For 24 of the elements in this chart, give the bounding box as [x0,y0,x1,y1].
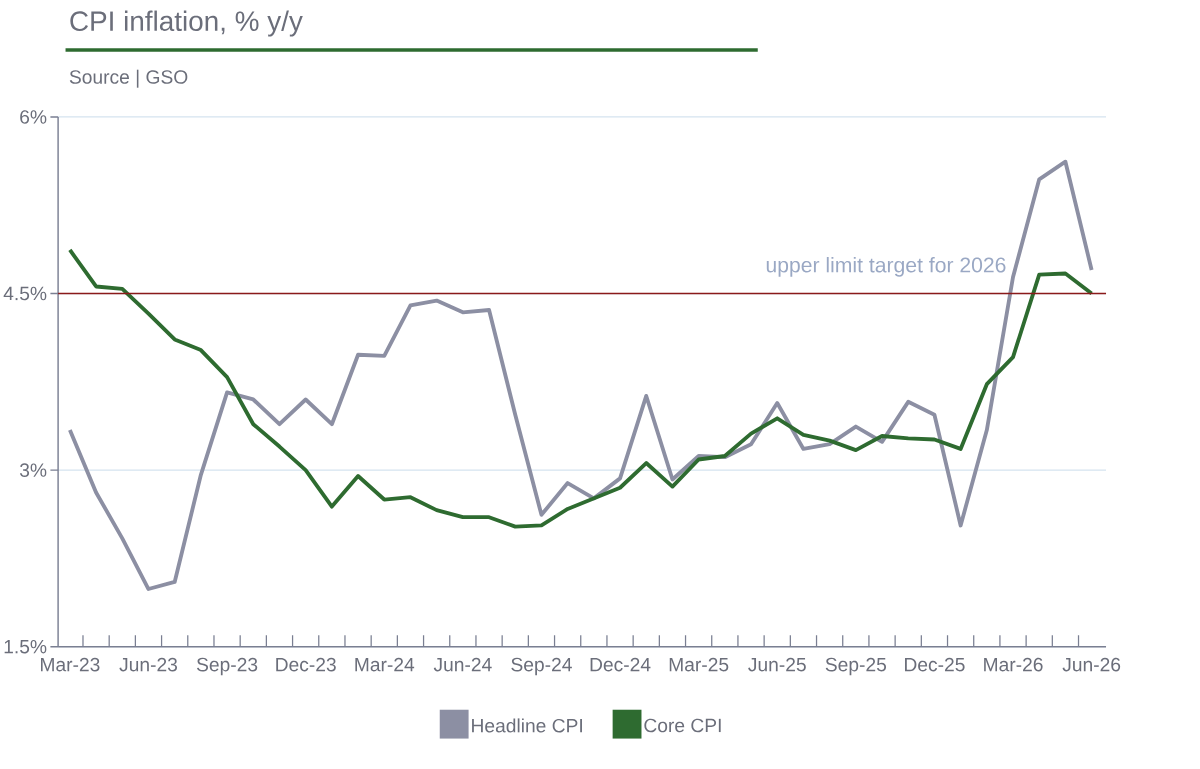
y-tick-label: 4.5% [3,286,47,301]
ref-line-label: upper limit target for 2026 [766,256,1006,277]
chart-title: CPI inflation, % y/y [70,10,303,37]
source-note: Source | GSO [69,69,188,88]
line-series [67,159,1094,591]
y-tick-label: 3% [19,463,47,477]
x-tick-label: Jun-24 [433,657,492,672]
x-tick-label: Jun-26 [1062,657,1121,672]
x-tick-label: Jun-23 [119,657,178,672]
x-tick-label: Dec-23 [276,657,336,672]
x-tick-label: Mar-25 [669,657,729,672]
x-tick-label: Mar-23 [41,657,100,672]
legend-label: Core CPI [644,718,721,733]
x-tick-label: Jun-25 [748,657,806,672]
x-tick-label: Sep-24 [511,657,572,676]
x-tick-label: Dec-24 [590,657,651,672]
x-tick-label: Dec-25 [905,657,965,672]
legend-label: Headline CPI [472,718,582,733]
x-tick-label: Sep-23 [196,657,258,676]
x-tick-label: Mar-24 [355,657,415,672]
y-tick-label: 1.5% [4,639,47,654]
y-tick-label: 6% [20,110,47,124]
x-tick-label: Sep-25 [825,657,887,676]
x-tick-label: Mar-26 [984,657,1043,672]
